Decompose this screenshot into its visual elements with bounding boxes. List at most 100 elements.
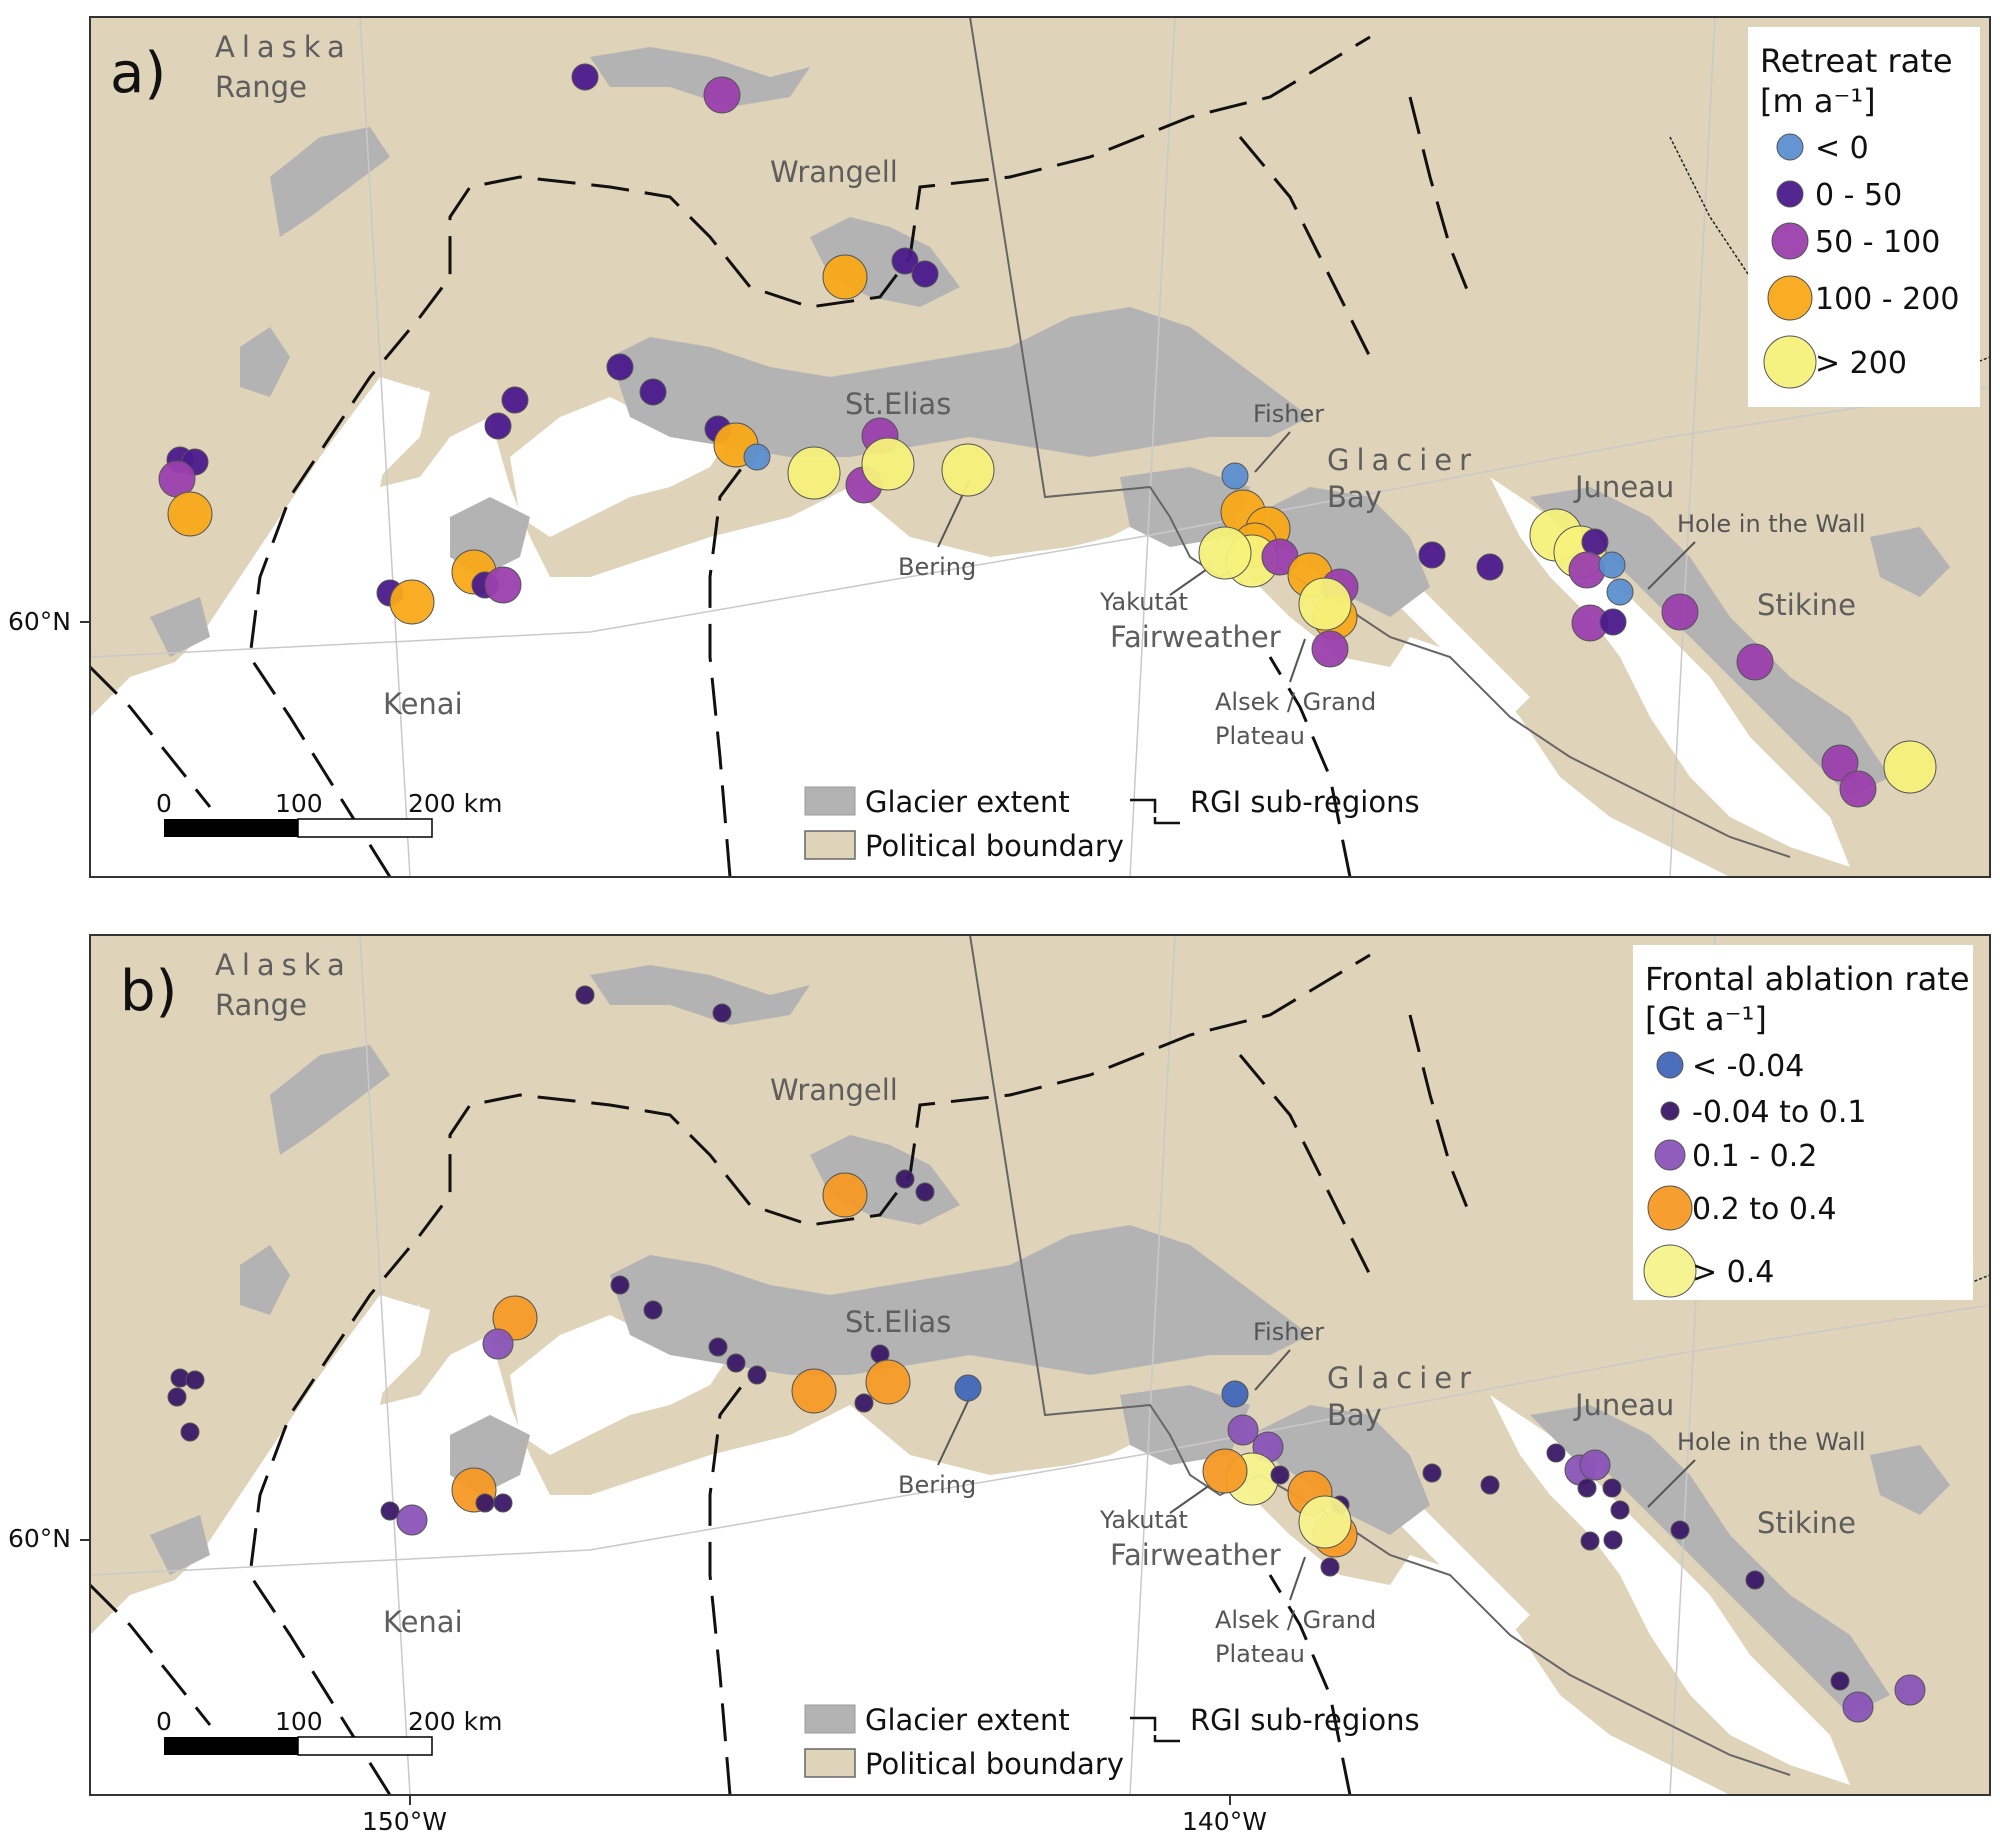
legend-a-title-2: [m a⁻¹] (1760, 82, 1876, 120)
legend-a-swatch-gt200 (1763, 335, 1817, 389)
marker-a (606, 353, 634, 381)
scale-b-100: 100 (275, 1707, 323, 1736)
label-juneau-b: Juneau (1573, 1388, 1674, 1422)
label-alsek-2: Plateau (1215, 722, 1305, 750)
marker-b (1610, 1500, 1630, 1520)
label-fairweather-b: Fairweather (1110, 1538, 1281, 1572)
label-hole-in-the-wall-b: Hole in the Wall (1677, 1428, 1866, 1456)
marker-b (167, 1387, 187, 1407)
marker-b (1422, 1463, 1442, 1483)
legend-b-swatch-fa_yellow (1643, 1244, 1697, 1298)
marker-a (822, 254, 868, 300)
key-a: Glacier extent Political boundary RGI su… (804, 785, 1420, 863)
legend-b-box (1633, 945, 1973, 1300)
lat-label-b: 60°N (8, 1524, 71, 1553)
marker-b (380, 1501, 400, 1521)
legend-a-swatch-c100_200 (1767, 275, 1813, 321)
legend-a-title-1: Retreat rate (1760, 42, 1953, 80)
marker-b (854, 1393, 874, 1413)
marker-b (726, 1353, 746, 1373)
legend-a-swatch-c0_50 (1776, 180, 1804, 208)
scale-a-0: 0 (156, 789, 172, 818)
markers-a (158, 63, 1937, 808)
marker-b (1480, 1475, 1500, 1495)
label-bering-b: Bering (898, 1471, 976, 1499)
scale-b-0: 0 (156, 1707, 172, 1736)
panel-b-frame (89, 934, 1991, 1796)
marker-a (1198, 526, 1252, 580)
label-fairweather: Fairweather (1110, 620, 1281, 654)
lon-label-150: 150°W (362, 1807, 447, 1836)
panel-a: a) Alaska Range Wrangell St.Elias Glacie… (88, 15, 1992, 879)
legend-b-label-4: > 0.4 (1692, 1255, 1774, 1290)
label-bering: Bering (898, 553, 976, 581)
marker-a (787, 446, 841, 500)
marker-a (389, 579, 435, 625)
label-stikine-b: Stikine (1757, 1506, 1856, 1540)
marker-b (1227, 1414, 1259, 1446)
scale-a-100: 100 (275, 789, 323, 818)
label-kenai: Kenai (383, 687, 463, 721)
legend-a-label-1: 0 - 50 (1815, 178, 1902, 213)
marker-a (1883, 740, 1937, 794)
marker-b (1603, 1530, 1623, 1550)
legend-b-label-2: 0.1 - 0.2 (1692, 1139, 1817, 1174)
legend-b-title-2: [Gt a⁻¹] (1645, 1000, 1767, 1038)
marker-b (643, 1300, 663, 1320)
label-wrangell-b: Wrangell (770, 1073, 898, 1107)
marker-b (1745, 1570, 1765, 1590)
marker-b (1320, 1557, 1340, 1577)
arrow-bering-b (937, 1396, 971, 1466)
marker-b (1270, 1465, 1290, 1485)
marker-b (1580, 1531, 1600, 1551)
label-alaska-range-2-b: Range (215, 988, 307, 1022)
marker-b (1579, 1449, 1611, 1481)
legend-b-swatch-fa_orange (1647, 1185, 1693, 1231)
marker-b (475, 1493, 495, 1513)
legend-b-label-0: < -0.04 (1692, 1049, 1804, 1084)
label-fisher: Fisher (1253, 400, 1324, 428)
marker-a (941, 443, 995, 497)
marker-b (1830, 1671, 1850, 1691)
marker-a (1599, 608, 1627, 636)
marker-b (791, 1368, 837, 1414)
legend-b-title-1: Frontal ablation rate (1645, 960, 1970, 998)
key-a-rgi-label: RGI sub-regions (1190, 785, 1420, 819)
legend-a-label-4: > 200 (1815, 346, 1907, 381)
legend-a-swatch-lt0 (1776, 133, 1804, 161)
label-alaska-range-1: Alaska (215, 30, 352, 64)
marker-b (482, 1328, 514, 1360)
arrow-hole-in-the-wall-b (1647, 1459, 1696, 1508)
lat-label-a: 60°N (8, 607, 71, 636)
label-st-elias-b: St.Elias (845, 1305, 951, 1339)
key-a-glacier-label: Glacier extent (865, 785, 1070, 819)
marker-b (915, 1182, 935, 1202)
panel-a-letter: a) (110, 41, 166, 106)
marker-a (703, 76, 741, 114)
legend-a-label-0: < 0 (1815, 131, 1869, 166)
marker-a (1839, 770, 1877, 808)
marker-a (911, 260, 939, 288)
marker-a (1221, 462, 1249, 490)
key-a-political-swatch (804, 830, 856, 860)
marker-b (1577, 1478, 1597, 1498)
marker-a (501, 386, 529, 414)
marker-a (167, 491, 213, 537)
label-glacier-bay-1-b: Glacier (1327, 1361, 1478, 1395)
marker-b (1670, 1520, 1690, 1540)
marker-b (492, 1295, 538, 1341)
key-b-political-swatch (804, 1748, 856, 1778)
label-fisher-b: Fisher (1253, 1318, 1324, 1346)
key-b-rgi-label: RGI sub-regions (1190, 1703, 1420, 1737)
marker-b (610, 1275, 630, 1295)
legend-a: Retreat rate [m a⁻¹] < 0 0 - 50 50 - 100… (1748, 27, 1980, 407)
arrow-alsek (1289, 638, 1306, 683)
marker-a (639, 378, 667, 406)
arrow-hole-in-the-wall (1647, 541, 1696, 590)
legend-a-label-3: 100 - 200 (1815, 282, 1959, 317)
marker-a (1821, 744, 1859, 782)
markers-b (167, 985, 1926, 1723)
legend-b-swatch-fa_lt (1656, 1051, 1684, 1079)
key-b: Glacier extent Political boundary RGI su… (804, 1703, 1420, 1781)
arrow-alsek-b (1289, 1556, 1306, 1601)
